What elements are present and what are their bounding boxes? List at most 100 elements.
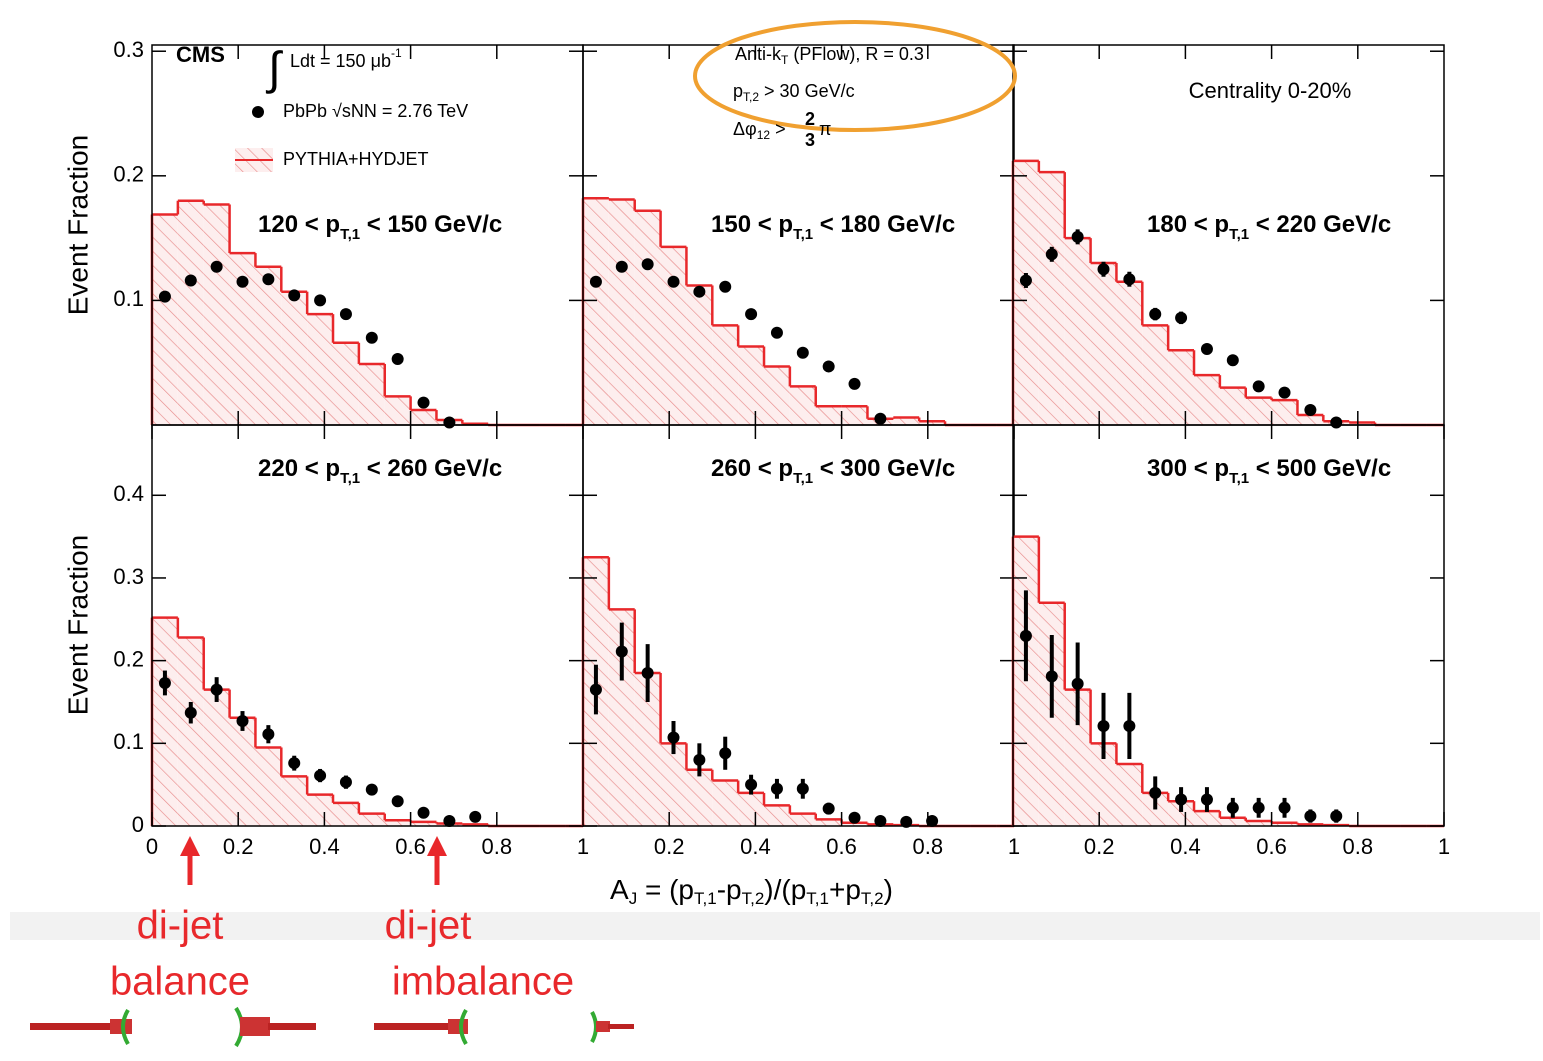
highlight-ellipse: [693, 20, 1017, 132]
panel-frame: [1012, 424, 1445, 827]
panel-title: 150 < pT,1 < 180 GeV/c: [711, 211, 955, 243]
y-tick-label: 0.3: [113, 37, 144, 62]
centrality: Centrality 0-20%: [1189, 78, 1352, 103]
data-point: [365, 783, 378, 796]
hist-fill: [1064, 238, 1091, 425]
title-sub: T,1: [340, 470, 360, 487]
title-part: < 500 GeV/c: [1249, 455, 1391, 482]
x-tick-label: 1: [577, 834, 589, 859]
hist-fill: [1038, 172, 1065, 425]
data-point: [1252, 380, 1265, 393]
data-point: [1045, 248, 1058, 261]
data-point: [158, 676, 171, 689]
data-point: [288, 289, 301, 302]
hist-fill: [789, 813, 816, 826]
data-point: [1200, 343, 1213, 355]
lumi-text: Ldt = 150 μb: [290, 51, 391, 71]
data-point: [589, 275, 602, 288]
hist-fill: [255, 747, 282, 826]
panel-title: 120 < pT,1 < 150 GeV/c: [258, 211, 502, 243]
data-point: [796, 782, 809, 795]
data-point: [1304, 810, 1317, 823]
pt2-cut: pT,2 > 30 GeV/c: [733, 81, 855, 104]
x-tick-label: 0.2: [654, 834, 685, 859]
data-point: [210, 683, 223, 696]
t: J: [629, 889, 638, 908]
hist-fill: [738, 792, 765, 826]
hist-fill: [634, 210, 661, 425]
data-point: [874, 815, 887, 828]
title-part: 260 < p: [711, 455, 793, 482]
hist-fill: [1194, 811, 1220, 826]
title-sub: T,1: [1229, 470, 1249, 487]
data-point: [1097, 719, 1110, 732]
t: T,2: [861, 889, 884, 908]
hist-fill: [1116, 763, 1143, 826]
hist-fill: [152, 617, 178, 826]
data-point: [365, 331, 378, 344]
data-point: [391, 795, 404, 808]
data-point: [236, 714, 249, 727]
data-point: [262, 273, 275, 286]
hist-fill: [841, 406, 868, 425]
x-tick-label: 0.4: [1170, 834, 1201, 859]
data-point: [874, 412, 887, 425]
data-point: [1278, 801, 1291, 814]
hist-fill: [1194, 375, 1220, 425]
hist-fill: [1013, 160, 1039, 426]
x-tick-label: 0.4: [740, 834, 771, 859]
note: balance: [110, 960, 250, 1004]
x-tick-label: 0.6: [826, 834, 857, 859]
data-point: [1226, 354, 1239, 367]
hist-fill: [738, 346, 765, 425]
data-point: [1097, 263, 1110, 276]
x-tick-label: 0.6: [395, 834, 426, 859]
data-point: [1149, 786, 1162, 799]
data-point: [615, 645, 628, 658]
data-point: [391, 352, 404, 365]
x-tick-label: 0: [146, 834, 158, 859]
x-tick-label: 0.2: [223, 834, 254, 859]
experiment: CMS: [176, 42, 225, 67]
data-point: [667, 731, 680, 744]
title-part: < 150 GeV/c: [360, 211, 502, 238]
data-point: [1123, 719, 1136, 732]
t: )/(p: [764, 874, 806, 905]
hist-fill: [1142, 325, 1169, 425]
panel-title: 300 < pT,1 < 500 GeV/c: [1147, 455, 1391, 487]
title-part: 120 < p: [258, 211, 340, 238]
hist-fill: [660, 743, 687, 826]
lumi-sup: -1: [391, 46, 402, 60]
title-part: < 220 GeV/c: [1249, 211, 1391, 238]
note: imbalance: [392, 960, 574, 1004]
y-tick-label: 0.3: [113, 564, 144, 589]
hist-fill: [1090, 263, 1117, 425]
hist-fill: [307, 794, 334, 826]
data-point: [1330, 416, 1343, 429]
x-tick-label: 0.2: [1084, 834, 1115, 859]
title-sub: T,1: [793, 226, 813, 243]
data-point: [443, 416, 456, 429]
t: -p: [717, 874, 742, 905]
data-point: [1071, 230, 1084, 243]
data-point: [848, 811, 861, 824]
data-point: [848, 377, 861, 390]
note: di-jet: [385, 904, 472, 948]
panel-title: 260 < pT,1 < 300 GeV/c: [711, 455, 955, 487]
hist-fill: [686, 769, 713, 826]
hist-fill: [1245, 821, 1272, 826]
jet-algo: Anti-kT (PFlow), R = 0.3: [735, 44, 924, 67]
x-tick-label: 0.8: [913, 834, 944, 859]
hist-fill: [203, 204, 230, 425]
hist-fill: [1219, 817, 1246, 826]
data-point: [1200, 793, 1213, 806]
hist-fill: [1219, 387, 1246, 425]
hist-fill: [712, 325, 739, 425]
data-point: [667, 275, 680, 288]
title-part: < 180 GeV/c: [813, 211, 955, 238]
data-point: [1019, 274, 1032, 287]
hist-fill: [410, 410, 437, 425]
hist-fill: [841, 822, 868, 826]
